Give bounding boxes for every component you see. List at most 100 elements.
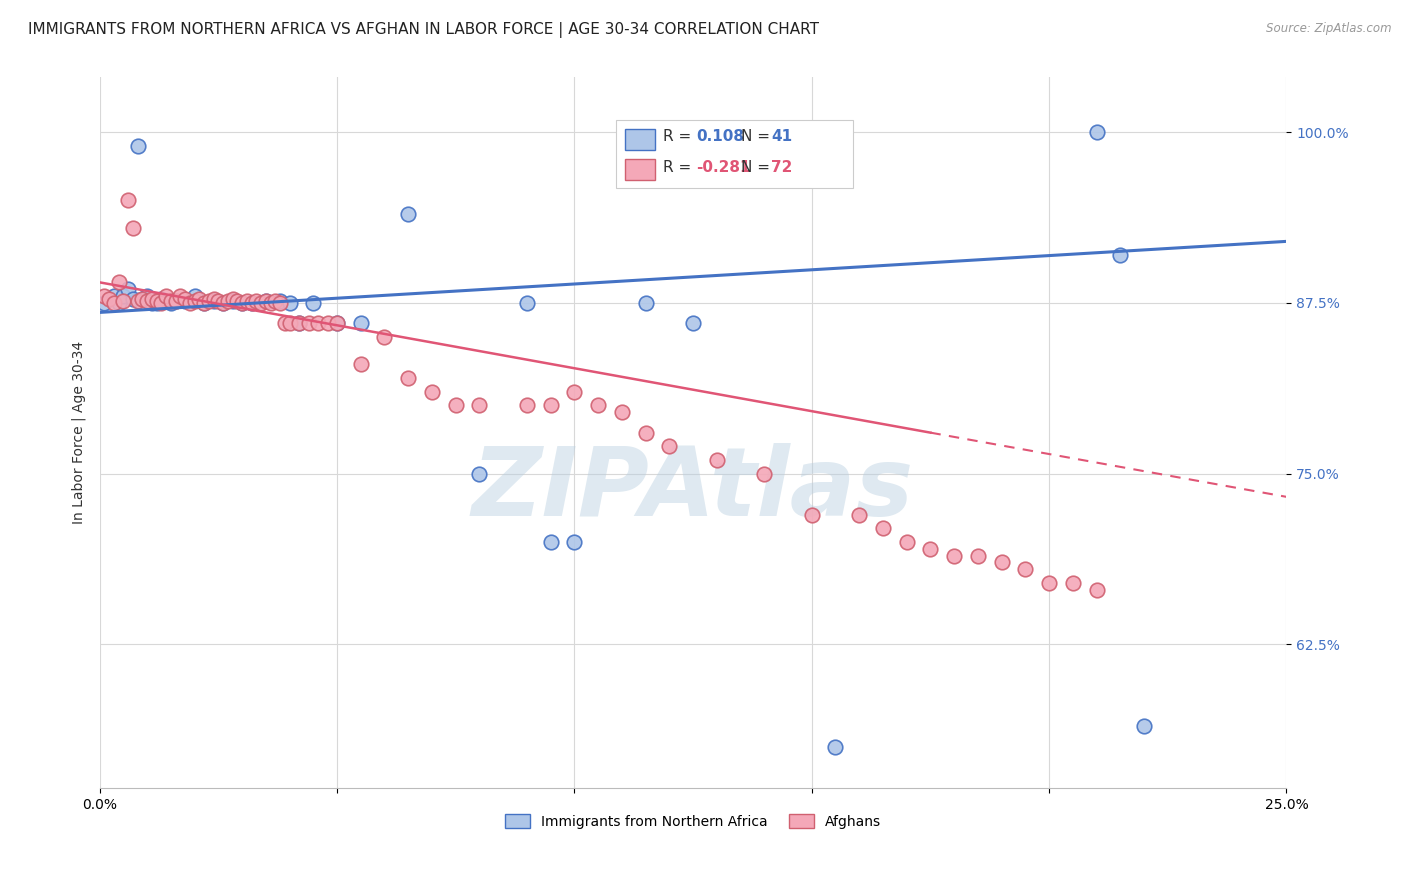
Point: [288, 316, 311, 330]
Point: [231, 296, 253, 310]
Point: [207, 294, 229, 309]
Point: [1109, 248, 1132, 262]
Point: [540, 535, 562, 549]
Point: [221, 294, 243, 309]
Point: [564, 535, 586, 549]
Point: [658, 439, 681, 453]
Point: [420, 384, 443, 399]
FancyBboxPatch shape: [626, 128, 655, 150]
Point: [179, 296, 201, 310]
Point: [121, 220, 143, 235]
Point: [240, 296, 263, 310]
Text: ZIPAtlas: ZIPAtlas: [472, 443, 914, 536]
Text: IMMIGRANTS FROM NORTHERN AFRICA VS AFGHAN IN LABOR FORCE | AGE 30-34 CORRELATION: IMMIGRANTS FROM NORTHERN AFRICA VS AFGHA…: [28, 22, 820, 38]
Point: [160, 296, 183, 310]
Point: [183, 289, 205, 303]
Point: [169, 289, 191, 303]
Point: [824, 739, 846, 754]
Point: [165, 294, 187, 309]
Point: [136, 289, 159, 303]
Point: [373, 330, 395, 344]
Point: [231, 296, 253, 310]
Point: [188, 292, 211, 306]
Point: [516, 398, 538, 412]
Point: [98, 292, 121, 306]
Point: [990, 556, 1012, 570]
Point: [540, 398, 562, 412]
Point: [107, 296, 129, 310]
Text: N =: N =: [741, 161, 775, 175]
Point: [396, 207, 419, 221]
Point: [872, 521, 894, 535]
Point: [145, 296, 167, 310]
Point: [288, 316, 311, 330]
Point: [269, 296, 291, 310]
Text: R =: R =: [664, 161, 696, 175]
Point: [1133, 719, 1156, 733]
Point: [212, 296, 235, 310]
Point: [278, 296, 301, 310]
Text: -0.281: -0.281: [696, 161, 751, 175]
Point: [160, 294, 183, 309]
Point: [350, 316, 373, 330]
Point: [1014, 562, 1036, 576]
Point: [896, 535, 918, 549]
Point: [141, 296, 163, 310]
Point: [1062, 575, 1084, 590]
Point: [193, 296, 215, 310]
Point: [165, 294, 187, 309]
Point: [202, 292, 225, 306]
FancyBboxPatch shape: [616, 120, 853, 187]
Point: [150, 296, 173, 310]
Point: [264, 294, 287, 309]
Point: [1038, 575, 1060, 590]
Point: [269, 294, 291, 309]
Point: [107, 276, 129, 290]
Point: [136, 294, 159, 309]
Point: [93, 289, 115, 303]
Point: [920, 541, 942, 556]
Point: [848, 508, 870, 522]
Point: [131, 292, 153, 306]
Point: [250, 296, 273, 310]
Point: [682, 316, 704, 330]
Point: [564, 384, 586, 399]
Text: 0.108: 0.108: [696, 129, 745, 144]
Point: [212, 296, 235, 310]
Point: [516, 296, 538, 310]
Point: [396, 371, 419, 385]
Y-axis label: In Labor Force | Age 30-34: In Labor Force | Age 30-34: [72, 341, 86, 524]
Point: [302, 296, 325, 310]
Point: [112, 294, 135, 309]
Point: [586, 398, 609, 412]
Point: [634, 296, 657, 310]
Point: [155, 289, 177, 303]
Point: [121, 292, 143, 306]
Point: [967, 549, 990, 563]
Text: N =: N =: [741, 129, 775, 144]
Point: [706, 453, 728, 467]
Point: [468, 398, 491, 412]
Point: [155, 294, 177, 309]
Point: [259, 296, 281, 310]
Point: [245, 294, 267, 309]
Point: [316, 316, 339, 330]
Text: R =: R =: [664, 129, 696, 144]
Point: [297, 316, 319, 330]
Point: [183, 294, 205, 309]
Point: [254, 294, 277, 309]
Text: Source: ZipAtlas.com: Source: ZipAtlas.com: [1267, 22, 1392, 36]
Point: [145, 294, 167, 309]
Point: [800, 508, 823, 522]
Point: [278, 316, 301, 330]
Point: [141, 292, 163, 306]
Point: [103, 296, 125, 310]
Point: [103, 289, 125, 303]
Point: [202, 294, 225, 309]
Point: [1085, 125, 1108, 139]
Point: [93, 296, 115, 310]
Point: [127, 138, 149, 153]
Point: [943, 549, 966, 563]
Point: [350, 357, 373, 371]
Point: [174, 292, 197, 306]
